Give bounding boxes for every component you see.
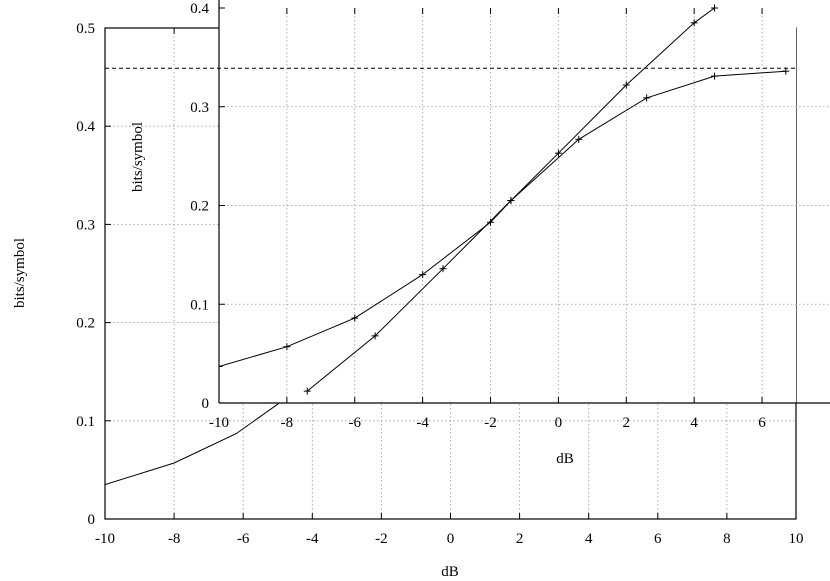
inset-x-tick-label: 2: [623, 415, 631, 431]
inset-series-1-point: [219, 362, 223, 370]
inset-x-tick-label: -2: [484, 415, 497, 431]
main-x-tick-label: -4: [306, 531, 319, 547]
inset-x-tick-label: 0: [555, 415, 563, 431]
main-y-tick-label: 0.4: [76, 119, 95, 135]
main-y-tick-label: 0.3: [76, 217, 95, 233]
main-x-tick-label: 4: [585, 531, 593, 547]
main-y-axis-title: bits/symbol: [12, 238, 28, 308]
inset-series-2-point: [371, 332, 379, 340]
inset-series-1-point: [283, 343, 291, 351]
main-x-tick-label: 8: [723, 531, 731, 547]
inset-series-2-point: [554, 149, 562, 157]
main-y-tick-label: 0: [88, 512, 96, 528]
main-x-tick-label: -8: [168, 531, 181, 547]
inset-x-tick-label: 4: [690, 415, 698, 431]
inset-x-tick-label: -8: [281, 415, 294, 431]
main-x-axis-title: dB: [441, 564, 459, 580]
inset-series-1-point: [419, 271, 427, 279]
inset-y-axis-title: bits/symbol: [130, 122, 146, 192]
inset-series-2-line: [306, 7, 715, 392]
main-x-tick-label: -10: [95, 531, 115, 547]
inset-x-tick-label: -4: [416, 415, 429, 431]
inset-series-1-point: [351, 314, 359, 322]
inset-x-tick-label: -10: [209, 415, 229, 431]
inset-series-1-point: [575, 135, 583, 143]
inset-series-2-point: [711, 4, 719, 12]
main-x-tick-label: 10: [789, 531, 804, 547]
inset-series-1-point: [711, 72, 719, 80]
inset-x-tick-label: -6: [349, 415, 362, 431]
inset-series-1-point: [782, 67, 790, 75]
main-x-tick-label: -2: [375, 531, 388, 547]
main-y-tick-label: 0.5: [76, 21, 95, 37]
main-x-tick-label: -6: [237, 531, 250, 547]
inset-y-tick-label: 0: [202, 396, 210, 412]
inset-y-tick-label: 0.2: [190, 199, 209, 215]
main-y-tick-label: 0.1: [76, 414, 95, 430]
inset-series-2-point: [507, 197, 515, 205]
inset-series-2-point: [622, 81, 630, 89]
inset-series-1-point: [487, 218, 495, 226]
main-x-tick-label: 6: [654, 531, 662, 547]
main-x-tick-label: 2: [516, 531, 524, 547]
inset-x-tick-label: 6: [758, 415, 766, 431]
main-y-tick-label: 0.2: [76, 316, 95, 332]
inset-series-2-point: [439, 265, 447, 273]
inset-series-2-point: [690, 19, 698, 27]
main-x-tick-label: 0: [447, 531, 455, 547]
inset-x-axis-title: dB: [556, 451, 574, 467]
inset-chart-panel: -10 -8 -6 -4 -2 0 2 4 6 0 0.1 0.2 0.3 0.4 dB bits/symbo…: [105, 0, 830, 467]
inset-series-2-point: [303, 387, 311, 395]
inset-y-tick-label: 0.1: [190, 297, 209, 313]
inset-series-group: [219, 4, 790, 395]
inset-y-tick-label: 0.4: [190, 1, 209, 17]
inset-series-1-point: [643, 94, 651, 102]
inset-y-tick-label: 0.3: [190, 100, 209, 116]
